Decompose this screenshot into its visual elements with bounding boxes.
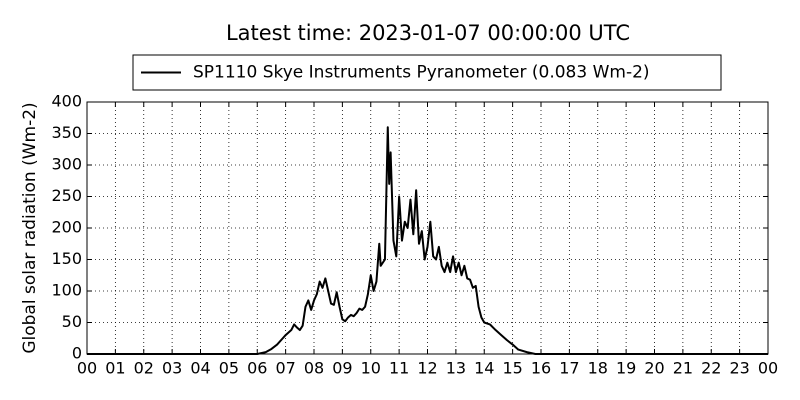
- x-tick-label: 22: [701, 359, 721, 378]
- x-tick-label: 12: [417, 359, 437, 378]
- legend-box: [132, 54, 722, 91]
- y-tick-label: 400: [51, 92, 82, 111]
- x-tick-label: 13: [446, 359, 466, 378]
- y-tick-label: 100: [51, 281, 82, 300]
- x-tick-label: 21: [673, 359, 693, 378]
- x-tick-label: 01: [105, 359, 125, 378]
- data-line: [87, 126, 768, 355]
- x-tick-label: 16: [531, 359, 551, 378]
- x-tick-label: 20: [644, 359, 664, 378]
- y-tick-label: 200: [51, 218, 82, 237]
- x-tick-label: 03: [162, 359, 182, 378]
- x-tick-label: 07: [275, 359, 295, 378]
- x-tick-label: 11: [389, 359, 409, 378]
- x-tick-label: 00: [758, 359, 778, 378]
- x-tick-label: 08: [304, 359, 324, 378]
- x-tick-label: 19: [616, 359, 636, 378]
- x-tick-label: 18: [588, 359, 608, 378]
- y-tick-label: 150: [51, 249, 82, 268]
- legend-label: SP1110 Skye Instruments Pyranometer (0.0…: [193, 63, 650, 83]
- y-tick-label: 250: [51, 186, 82, 205]
- x-tick-label: 15: [502, 359, 522, 378]
- x-tick-label: 04: [190, 359, 210, 378]
- y-tick-label: 350: [51, 123, 82, 142]
- x-tick-label: 05: [219, 359, 239, 378]
- x-tick-label: 14: [474, 359, 494, 378]
- x-tick-label: 02: [134, 359, 154, 378]
- x-tick-label: 06: [247, 359, 267, 378]
- plot-frame: [86, 101, 769, 355]
- chart-title: Latest time: 2023-01-07 00:00:00 UTC: [226, 21, 630, 45]
- y-axis-label: Global solar radiation (Wm-2): [20, 102, 40, 353]
- x-tick-label: 10: [361, 359, 381, 378]
- x-tick-label: 23: [729, 359, 749, 378]
- y-tick-label: 300: [51, 155, 82, 174]
- x-tick-label: 09: [332, 359, 352, 378]
- x-tick-label: 00: [77, 359, 97, 378]
- x-tick-label: 17: [559, 359, 579, 378]
- y-tick-label: 0: [72, 344, 82, 363]
- y-tick-label: 50: [62, 312, 82, 331]
